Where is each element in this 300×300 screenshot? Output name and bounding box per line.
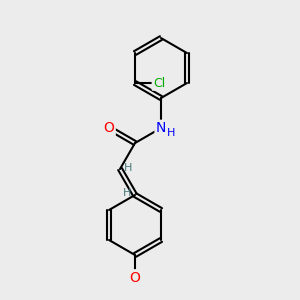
Text: H: H [124,163,133,172]
Text: O: O [103,121,115,135]
Text: N: N [156,121,166,135]
Text: H: H [167,128,176,137]
Text: Cl: Cl [153,76,165,89]
Text: O: O [130,271,140,284]
Text: H: H [122,188,131,199]
